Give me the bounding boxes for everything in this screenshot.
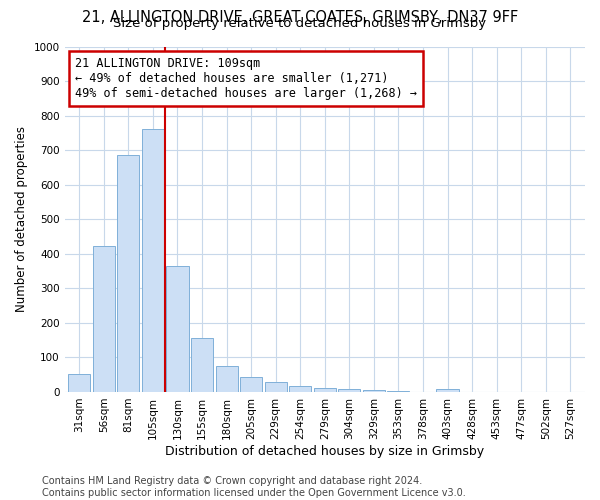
Bar bbox=[142, 130, 164, 392]
Text: 21, ALLINGTON DRIVE, GREAT COATES, GRIMSBY, DN37 9FF: 21, ALLINGTON DRIVE, GREAT COATES, GRIMS… bbox=[82, 10, 518, 25]
Bar bbox=[191, 338, 213, 392]
X-axis label: Distribution of detached houses by size in Grimsby: Distribution of detached houses by size … bbox=[165, 444, 484, 458]
Bar bbox=[436, 388, 458, 392]
Bar bbox=[166, 266, 188, 392]
Bar bbox=[289, 386, 311, 392]
Text: Contains HM Land Registry data © Crown copyright and database right 2024.
Contai: Contains HM Land Registry data © Crown c… bbox=[42, 476, 466, 498]
Y-axis label: Number of detached properties: Number of detached properties bbox=[15, 126, 28, 312]
Bar bbox=[240, 378, 262, 392]
Bar bbox=[388, 391, 409, 392]
Bar bbox=[118, 156, 139, 392]
Text: 21 ALLINGTON DRIVE: 109sqm
← 49% of detached houses are smaller (1,271)
49% of s: 21 ALLINGTON DRIVE: 109sqm ← 49% of deta… bbox=[75, 57, 417, 100]
Bar bbox=[265, 382, 287, 392]
Bar bbox=[338, 388, 361, 392]
Bar bbox=[93, 246, 115, 392]
Text: Size of property relative to detached houses in Grimsby: Size of property relative to detached ho… bbox=[113, 18, 487, 30]
Bar bbox=[314, 388, 336, 392]
Bar bbox=[363, 390, 385, 392]
Bar bbox=[215, 366, 238, 392]
Bar bbox=[68, 374, 91, 392]
